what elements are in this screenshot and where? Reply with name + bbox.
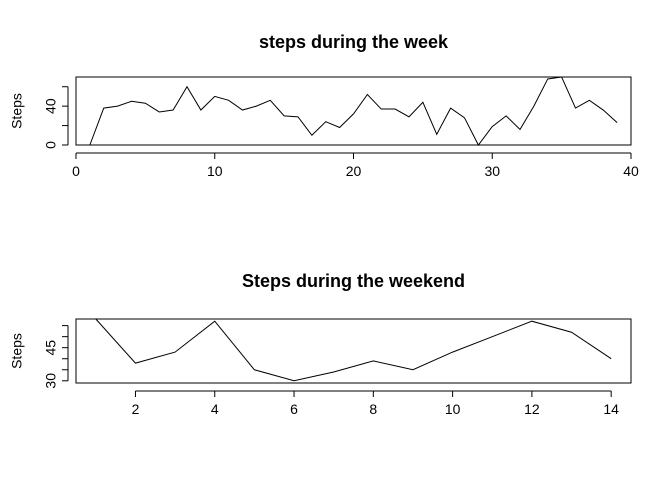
week-series-line — [89, 76, 618, 146]
weekend-x-axis: 2 4 6 8 10 12 14 — [132, 390, 619, 417]
week-x-axis: 0 10 20 30 40 — [72, 152, 639, 179]
x-tick-label: 4 — [211, 401, 219, 417]
x-tick-label: 20 — [346, 163, 362, 179]
x-tick-label: 10 — [207, 163, 223, 179]
y-tick-label: 30 — [43, 373, 59, 389]
x-tick-label: 2 — [132, 401, 140, 417]
weekend-series-line — [95, 318, 612, 382]
x-tick-label: 40 — [623, 163, 639, 179]
weekend-y-axis-label: Steps — [9, 333, 25, 369]
week-chart-title: steps during the week — [259, 32, 449, 52]
x-tick-label: 0 — [72, 163, 80, 179]
y-tick-label: 40 — [43, 98, 59, 114]
y-tick-label: 0 — [43, 141, 59, 149]
x-tick-label: 6 — [290, 401, 298, 417]
weekend-plot-frame — [75, 318, 632, 384]
x-tick-label: 30 — [484, 163, 500, 179]
week-panel: steps during the week Steps 0 10 20 30 40 0 4… — [9, 32, 639, 179]
x-tick-label: 14 — [603, 401, 619, 417]
weekend-chart-title: Steps during the weekend — [242, 271, 465, 291]
weekend-panel: Steps during the weekend Steps 2 4 6 8 10 12 1… — [9, 271, 632, 417]
x-tick-label: 8 — [369, 401, 377, 417]
y-tick-label: 45 — [43, 340, 59, 356]
x-tick-label: 12 — [524, 401, 540, 417]
x-tick-label: 10 — [445, 401, 461, 417]
week-plot-frame — [75, 76, 632, 146]
week-y-axis: 0 40 — [43, 86, 69, 149]
weekend-y-axis: 30 45 — [43, 325, 69, 389]
week-y-axis-label: Steps — [9, 93, 25, 129]
